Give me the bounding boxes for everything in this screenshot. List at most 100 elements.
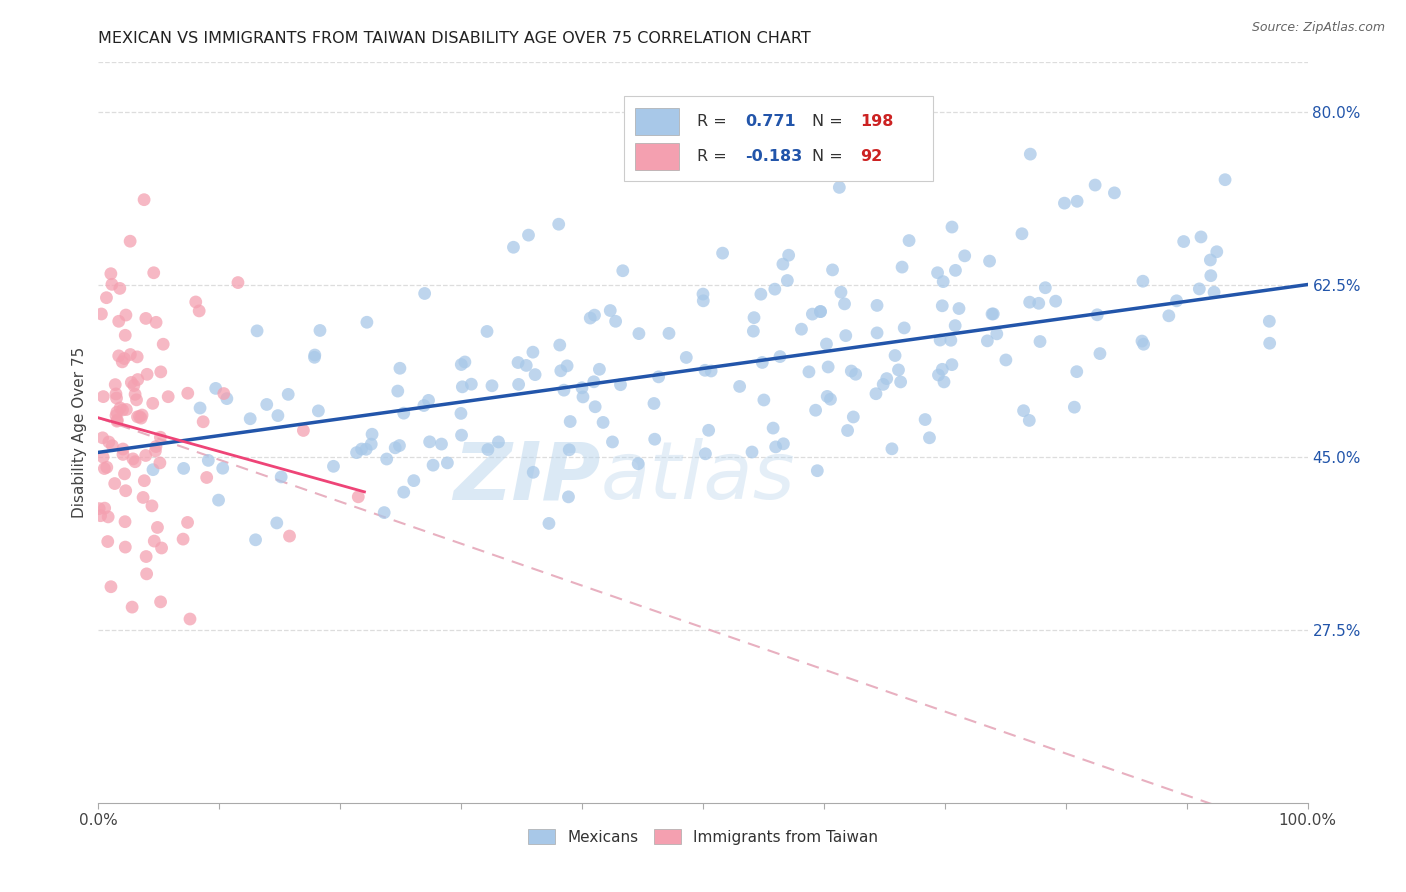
Point (226, 276, 249, 290)
Point (1189, 230, 1212, 244)
Point (801, 307, 824, 321)
Point (929, 333, 952, 347)
Point (120, 234, 142, 248)
Point (105, 414, 128, 428)
Point (157, 390, 180, 404)
Point (1132, 274, 1154, 288)
Point (571, 381, 593, 395)
Point (582, 375, 605, 389)
Point (388, 438, 411, 452)
Point (488, 434, 510, 449)
Text: 198: 198 (860, 114, 894, 129)
Point (135, 566, 157, 581)
Point (111, 447, 134, 461)
Point (927, 266, 949, 280)
Point (752, 392, 775, 407)
Point (830, 285, 852, 300)
Point (112, 351, 135, 366)
Point (93, 501, 115, 516)
Point (1066, 194, 1088, 209)
Point (105, 391, 128, 405)
Point (245, 533, 267, 547)
Point (943, 318, 966, 333)
Point (866, 326, 889, 340)
Point (176, 516, 198, 530)
Point (388, 361, 411, 376)
Point (508, 377, 530, 392)
Point (104, 476, 127, 491)
Point (97, 509, 120, 524)
Point (188, 304, 211, 318)
Point (810, 304, 832, 318)
Point (834, 297, 856, 311)
Point (941, 358, 963, 372)
Point (693, 363, 716, 377)
Point (1088, 346, 1111, 360)
Point (322, 459, 344, 474)
Point (124, 387, 146, 401)
Point (114, 515, 136, 529)
Text: Source: ZipAtlas.com: Source: ZipAtlas.com (1251, 21, 1385, 34)
Point (1063, 400, 1085, 414)
Point (104, 387, 127, 401)
Point (560, 415, 582, 429)
Point (89, 501, 111, 516)
Point (1053, 196, 1076, 211)
Point (817, 359, 839, 374)
Point (1018, 295, 1040, 310)
Point (776, 273, 799, 287)
Point (143, 534, 166, 549)
Point (107, 349, 129, 363)
Point (876, 371, 898, 385)
Point (127, 350, 149, 364)
Point (592, 416, 614, 430)
Point (1029, 334, 1052, 349)
Point (643, 396, 665, 410)
Point (890, 375, 912, 389)
Point (1028, 296, 1050, 310)
Point (454, 355, 477, 369)
Point (845, 368, 868, 382)
Point (97, 435, 120, 450)
Point (558, 442, 581, 457)
Point (91, 431, 114, 445)
Point (806, 464, 828, 478)
Point (763, 282, 786, 296)
Text: R =: R = (697, 114, 733, 129)
Point (124, 455, 146, 469)
Point (120, 347, 142, 361)
Point (129, 411, 152, 425)
Point (1199, 252, 1222, 267)
Text: R =: R = (697, 149, 733, 164)
FancyBboxPatch shape (636, 108, 679, 135)
Point (711, 246, 734, 260)
Point (815, 337, 838, 351)
Point (451, 380, 474, 394)
Point (1066, 365, 1088, 379)
Point (1166, 293, 1188, 308)
Point (100, 580, 122, 594)
Point (579, 311, 602, 326)
Point (1188, 282, 1211, 296)
Point (122, 451, 145, 466)
Point (93, 461, 115, 475)
Point (481, 378, 503, 392)
Point (127, 373, 149, 387)
Point (627, 326, 650, 341)
Point (772, 437, 794, 451)
Point (932, 275, 955, 289)
Point (866, 298, 889, 312)
Point (842, 409, 865, 424)
Point (101, 277, 124, 292)
Point (191, 415, 214, 429)
Point (91, 390, 114, 404)
Point (120, 376, 142, 390)
Point (134, 474, 156, 488)
Point (927, 368, 949, 382)
Point (1258, 314, 1281, 328)
Point (751, 355, 773, 369)
Point (418, 393, 440, 408)
Point (267, 409, 290, 423)
Point (692, 287, 714, 301)
Text: MEXICAN VS IMMIGRANTS FROM TAIWAN DISABILITY AGE OVER 75 CORRELATION CHART: MEXICAN VS IMMIGRANTS FROM TAIWAN DISABI… (98, 31, 811, 46)
